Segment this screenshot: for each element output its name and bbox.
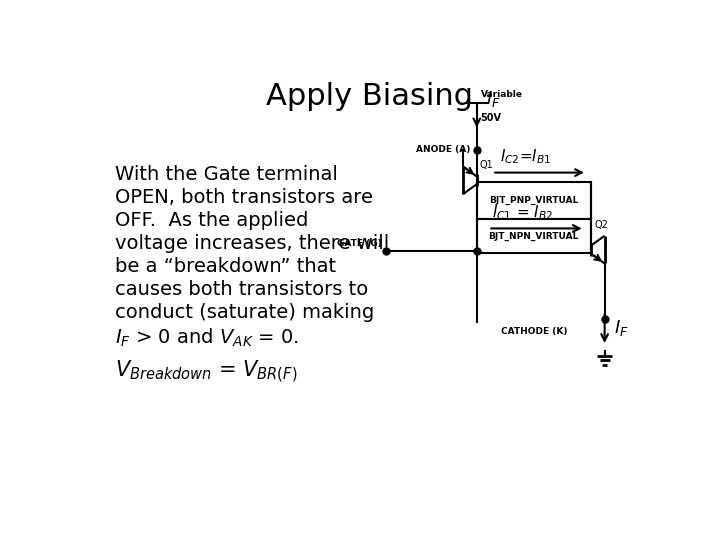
Text: $I_{C2}$=$I_{B1}$: $I_{C2}$=$I_{B1}$ [500, 148, 552, 166]
Text: BJT_NPN_VIRTUAL: BJT_NPN_VIRTUAL [489, 232, 579, 241]
Text: voltage increases, there will: voltage increases, there will [115, 234, 389, 253]
Text: BJT_PNP_VIRTUAL: BJT_PNP_VIRTUAL [489, 195, 578, 205]
Text: $I_F$ > 0 and $V_{AK}$ = 0.: $I_F$ > 0 and $V_{AK}$ = 0. [115, 327, 299, 349]
Text: Q1: Q1 [479, 160, 493, 170]
Bar [477, 219, 590, 253]
Text: Q2: Q2 [595, 220, 608, 231]
Text: $I_{C1}$ = $I_{B2}$: $I_{C1}$ = $I_{B2}$ [492, 204, 554, 222]
Text: $I_F$: $I_F$ [614, 318, 629, 338]
Text: conduct (saturate) making: conduct (saturate) making [115, 303, 374, 322]
Text: ANODE (A): ANODE (A) [416, 145, 471, 154]
Text: OFF.  As the applied: OFF. As the applied [115, 211, 308, 230]
Text: GATE (G): GATE (G) [338, 239, 382, 248]
Bar [477, 182, 590, 219]
Text: causes both transistors to: causes both transistors to [115, 280, 368, 299]
Text: CATHODE (K): CATHODE (K) [500, 327, 567, 335]
Text: $V_{Breakdown}$ = $V_{BR(F)}$: $V_{Breakdown}$ = $V_{BR(F)}$ [115, 359, 297, 386]
Text: be a “breakdown” that: be a “breakdown” that [115, 257, 336, 276]
Text: With the Gate terminal: With the Gate terminal [115, 165, 338, 184]
Text: OPEN, both transistors are: OPEN, both transistors are [115, 188, 373, 207]
Text: 50V: 50V [481, 112, 502, 123]
Text: Apply Biasing: Apply Biasing [266, 82, 472, 111]
Text: $I_F$: $I_F$ [486, 90, 500, 110]
Text: Variable: Variable [481, 90, 523, 99]
